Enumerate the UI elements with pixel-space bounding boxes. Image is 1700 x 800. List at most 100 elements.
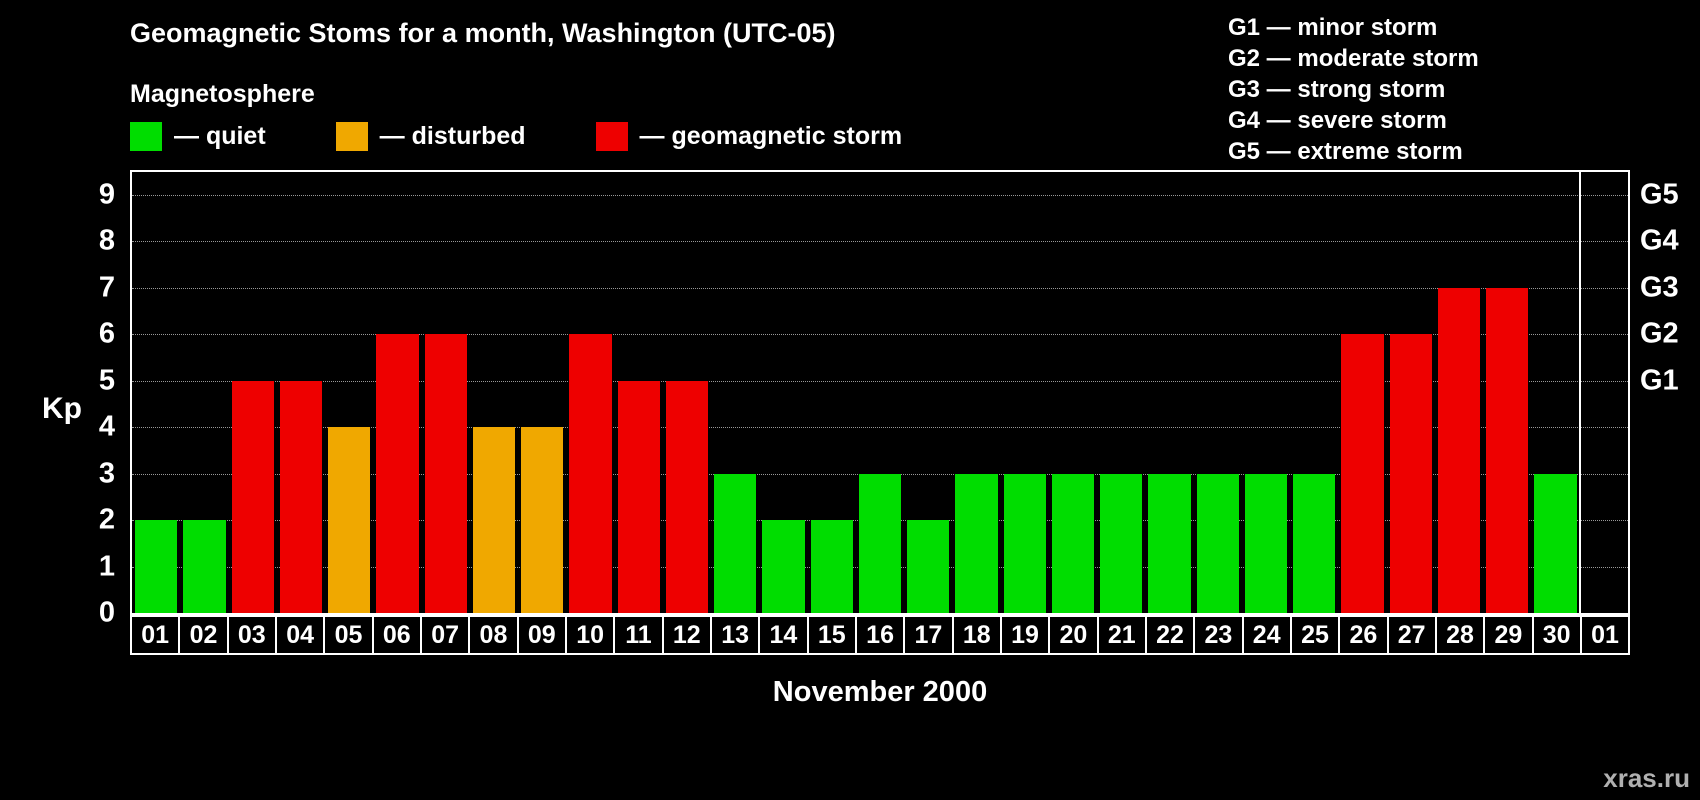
kp-bar — [810, 520, 853, 613]
right-axis-g-label: G2 — [1640, 317, 1679, 350]
day-label: 28 — [1434, 615, 1486, 655]
day-label: 03 — [226, 615, 277, 655]
kp-bar — [858, 473, 902, 613]
gridline — [132, 287, 1628, 289]
day-label: 22 — [1144, 615, 1196, 655]
day-label: 20 — [1048, 615, 1099, 655]
quiet-swatch-icon — [130, 122, 162, 151]
day-label: 29 — [1483, 615, 1534, 655]
day-label: 02 — [178, 615, 229, 655]
kp-bar — [714, 473, 757, 613]
legend-item-disturbed: — disturbed — [335, 122, 526, 151]
kp-bar — [279, 380, 323, 613]
day-label: 01 — [130, 615, 181, 655]
kp-bar — [521, 427, 564, 613]
legend-label-disturbed: — disturbed — [379, 122, 526, 150]
magnetosphere-legend: — quiet — disturbed — geomagnetic storm — [130, 122, 972, 151]
kp-bar — [1051, 473, 1095, 613]
day-label: 08 — [468, 615, 519, 655]
kp-bar — [955, 473, 998, 613]
day-label: 21 — [1096, 615, 1147, 655]
kp-bar — [1148, 473, 1191, 613]
gridline — [132, 380, 1628, 382]
kp-bar — [135, 520, 178, 613]
legend-label-storm: — geomagnetic storm — [639, 122, 903, 150]
chart-title: Geomagnetic Stoms for a month, Washingto… — [130, 18, 836, 48]
gridline — [132, 241, 1628, 242]
day-label: 30 — [1531, 615, 1582, 655]
day-label: 18 — [951, 615, 1002, 655]
right-axis-g-label: G5 — [1640, 178, 1679, 210]
day-label: 01 — [1579, 615, 1631, 655]
legend-item-storm: — geomagnetic storm — [595, 122, 903, 151]
day-label: 17 — [903, 615, 954, 655]
gridline — [132, 427, 1628, 428]
x-axis-title: November 2000 — [772, 676, 988, 708]
y-axis-tick-label: 8 — [98, 224, 115, 257]
g-scale-legend-g3: G3 — strong storm — [1228, 76, 1446, 103]
day-label: 24 — [1241, 615, 1292, 655]
day-label: 04 — [274, 615, 326, 655]
day-label: 09 — [516, 615, 567, 655]
kp-bar — [762, 520, 805, 613]
day-label: 06 — [371, 615, 422, 655]
y-axis-tick-label: 1 — [98, 550, 115, 582]
kp-bar — [1196, 473, 1239, 613]
kp-bar — [183, 520, 226, 613]
plot-area — [130, 170, 1630, 615]
g-scale-legend-g4: G4 — severe storm — [1228, 107, 1447, 134]
day-label: 23 — [1193, 615, 1244, 655]
kp-bar — [617, 380, 660, 613]
kp-bar — [907, 520, 950, 613]
y-axis-tick-label: 2 — [98, 503, 115, 536]
day-label: 11 — [613, 615, 664, 655]
kp-bar — [1003, 473, 1046, 613]
day-label: 13 — [709, 615, 761, 655]
day-label: 07 — [419, 615, 471, 655]
kp-bar — [569, 334, 612, 613]
kp-bar — [472, 427, 516, 613]
gridline — [132, 194, 1628, 196]
day-label: 19 — [999, 615, 1051, 655]
right-axis-g-label: G1 — [1640, 364, 1679, 396]
day-label: 05 — [323, 615, 374, 655]
g-scale-legend-g5: G5 — extreme storm — [1228, 138, 1463, 165]
kp-bar — [665, 380, 709, 613]
disturbed-swatch-icon — [335, 122, 368, 151]
kp-bar — [376, 334, 419, 613]
kp-bar — [1389, 334, 1432, 613]
day-label: 16 — [854, 615, 906, 655]
day-label: 25 — [1289, 615, 1341, 655]
day-label: 10 — [564, 615, 616, 655]
kp-bar — [1534, 473, 1577, 613]
kp-bar — [424, 334, 467, 613]
storm-swatch-icon — [595, 122, 628, 151]
y-axis-tick-label: 9 — [98, 178, 115, 210]
y-axis-tick-label: 4 — [98, 410, 115, 443]
x-axis-day-labels: 01 02 03 04 05 06 07 08 09 10 11 12 13 14 15 16 17 18 19 20… — [130, 615, 1631, 655]
day-label: 15 — [806, 615, 857, 655]
month-separator-line — [1578, 172, 1581, 613]
y-axis-tick-label: 5 — [98, 364, 115, 396]
g-scale-legend-g2: G2 — moderate storm — [1228, 45, 1479, 72]
kp-bar — [328, 427, 371, 613]
g-scale-legend: G1 — minor storm G2 — moderate storm G3 … — [1228, 12, 1479, 167]
day-label: 26 — [1338, 615, 1389, 655]
y-axis-tick-label: 3 — [98, 457, 115, 489]
y-axis-title: Kp — [42, 392, 82, 425]
kp-bar — [231, 380, 274, 613]
gridline — [132, 334, 1628, 335]
magnetosphere-legend-heading: Magnetosphere — [130, 80, 315, 108]
y-axis-tick-label: 6 — [98, 317, 115, 350]
right-axis-g-label: G4 — [1640, 224, 1679, 257]
right-axis-g-label: G3 — [1640, 271, 1679, 303]
day-label: 14 — [758, 615, 809, 655]
legend-item-quiet: — quiet — [130, 122, 266, 151]
legend-label-quiet: — quiet — [174, 122, 266, 150]
kp-bar — [1100, 473, 1143, 613]
kp-bar — [1341, 334, 1384, 613]
day-label: 27 — [1386, 615, 1437, 655]
y-axis-tick-label: 0 — [98, 596, 115, 629]
kp-bar — [1293, 473, 1336, 613]
